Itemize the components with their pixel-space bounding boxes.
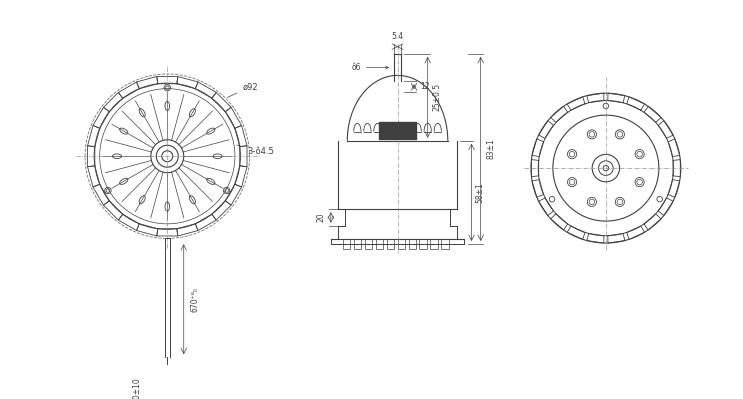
Bar <box>430 239 438 249</box>
Text: 20: 20 <box>317 213 325 222</box>
Bar <box>343 239 350 249</box>
Bar <box>409 239 416 249</box>
Text: 12: 12 <box>421 82 430 91</box>
Bar <box>441 239 449 249</box>
Bar <box>354 239 361 249</box>
Text: 70±10: 70±10 <box>133 377 142 399</box>
Bar <box>398 239 405 249</box>
Text: ø92: ø92 <box>227 82 258 97</box>
Text: 670⁺⁸₀: 670⁺⁸₀ <box>190 287 199 312</box>
Bar <box>420 239 426 249</box>
Bar <box>386 239 394 249</box>
Text: 25±0.5: 25±0.5 <box>432 83 441 111</box>
Text: 3-ô4.5: 3-ô4.5 <box>237 145 274 156</box>
Bar <box>376 239 383 249</box>
Text: ô6: ô6 <box>351 63 389 72</box>
Text: 83±1: 83±1 <box>486 138 495 159</box>
Bar <box>365 239 372 249</box>
Text: 58±1: 58±1 <box>476 182 484 203</box>
Text: 5.4: 5.4 <box>392 32 403 41</box>
